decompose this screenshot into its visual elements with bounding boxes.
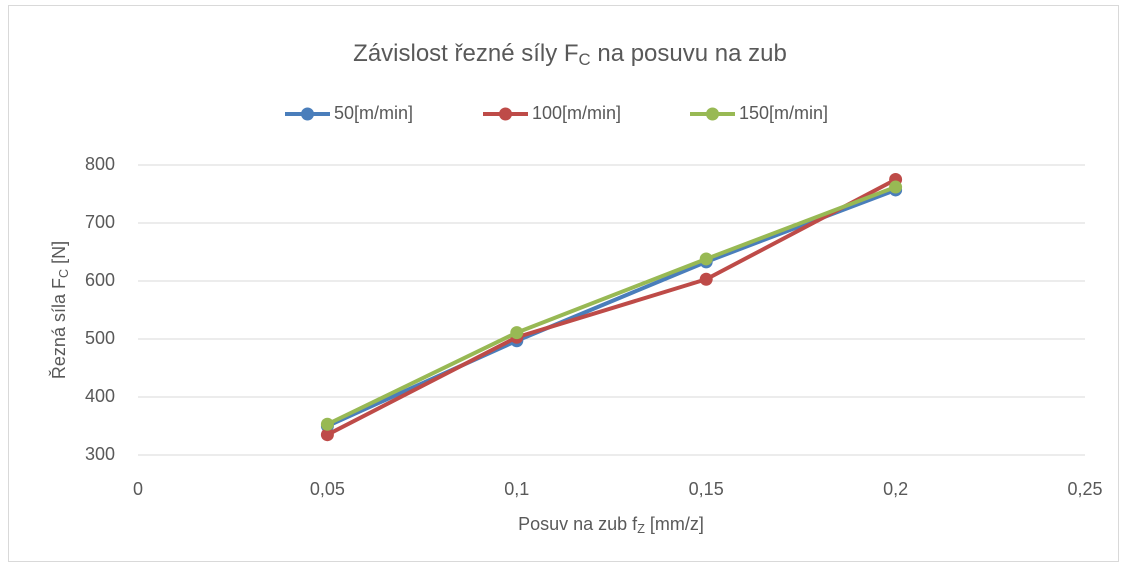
- x-tick-label: 0,1: [504, 479, 529, 499]
- y-tick-label: 300: [85, 444, 115, 464]
- series-marker: [889, 180, 903, 194]
- title-part: na posuvu na zub: [591, 40, 787, 67]
- y-label-part: Řezná síla F: [49, 278, 69, 379]
- legend-label: 100[m/min]: [532, 103, 621, 123]
- legend-marker: [706, 107, 719, 121]
- chart-border: [8, 5, 1119, 562]
- series-line: [326, 185, 897, 427]
- series-marker: [699, 272, 713, 286]
- x-label-part: Posuv na zub f: [518, 514, 638, 534]
- legend-marker: [499, 107, 512, 121]
- x-tick-label: 0,15: [689, 479, 724, 499]
- chart-title: Závislost řezné síly FC na posuvu na zub: [353, 40, 787, 69]
- x-label-subscript: Z: [637, 522, 645, 536]
- series-line: [326, 188, 897, 428]
- title-part: Závislost řezné síly F: [353, 40, 578, 67]
- y-label-part: [N]: [49, 241, 69, 269]
- y-axis-label: Řezná síla FC [N]: [49, 241, 72, 379]
- legend-label: 50[m/min]: [334, 103, 413, 123]
- x-tick-label: 0,05: [310, 479, 345, 499]
- legend-marker: [301, 107, 314, 121]
- y-tick-label: 400: [85, 386, 115, 406]
- x-tick-label: 0,25: [1067, 479, 1102, 499]
- x-tick-label: 0: [133, 479, 143, 499]
- y-tick-label: 800: [85, 154, 115, 174]
- x-label-part: [mm/z]: [645, 514, 704, 534]
- legend-label: 150[m/min]: [739, 103, 828, 123]
- y-label-subscript: C: [57, 269, 71, 278]
- y-tick-label: 500: [85, 328, 115, 348]
- title-subscript: C: [579, 50, 591, 69]
- series-marker: [320, 417, 334, 431]
- x-axis-label: Posuv na zub fZ [mm/z]: [518, 514, 704, 537]
- series-line: [326, 177, 897, 437]
- x-tick-label: 0,2: [883, 479, 908, 499]
- series-marker: [510, 326, 524, 340]
- y-tick-label: 600: [85, 270, 115, 290]
- series-marker: [699, 252, 713, 266]
- series-marker: [320, 428, 334, 442]
- y-tick-label: 700: [85, 212, 115, 232]
